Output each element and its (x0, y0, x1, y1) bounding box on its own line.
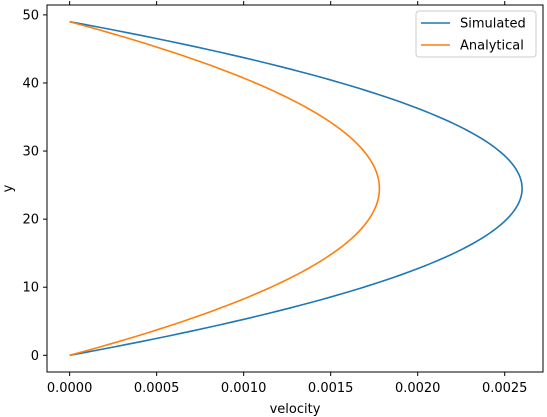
x-tick-label-5: 0.0025 (482, 381, 528, 396)
series-layer (69, 20, 523, 357)
plot-area (46, 4, 544, 373)
y-tick-label-0: 0 (31, 349, 39, 364)
x-tick-label-0: 0.0000 (47, 381, 93, 396)
x-tick-label-3: 0.0015 (308, 381, 354, 396)
x-axis-label: velocity (270, 402, 321, 417)
series-line-analytical (69, 20, 381, 357)
x-tick-label-1: 0.0005 (134, 381, 180, 396)
x-axis-ticks: 0.0000 0.0005 0.0010 0.0015 0.0020 0.0025 (47, 1, 528, 396)
y-axis-ticks: 0 10 20 30 40 50 (22, 8, 47, 364)
legend: Simulated Analytical (415, 10, 537, 58)
x-tick-label-2: 0.0010 (221, 381, 267, 396)
y-tick-label-3: 30 (22, 145, 39, 160)
x-tick-label-4: 0.0020 (395, 381, 441, 396)
y-tick-label-1: 10 (22, 281, 39, 296)
y-tick-label-2: 20 (22, 213, 39, 228)
y-tick-label-4: 40 (22, 76, 39, 91)
y-axis-label: y (1, 184, 16, 192)
legend-label-simulated: Simulated (460, 17, 526, 32)
legend-entries: Simulated Analytical (421, 17, 526, 54)
series-line-simulated (69, 20, 523, 357)
legend-label-analytical: Analytical (460, 39, 524, 54)
y-tick-label-5: 50 (22, 8, 39, 23)
